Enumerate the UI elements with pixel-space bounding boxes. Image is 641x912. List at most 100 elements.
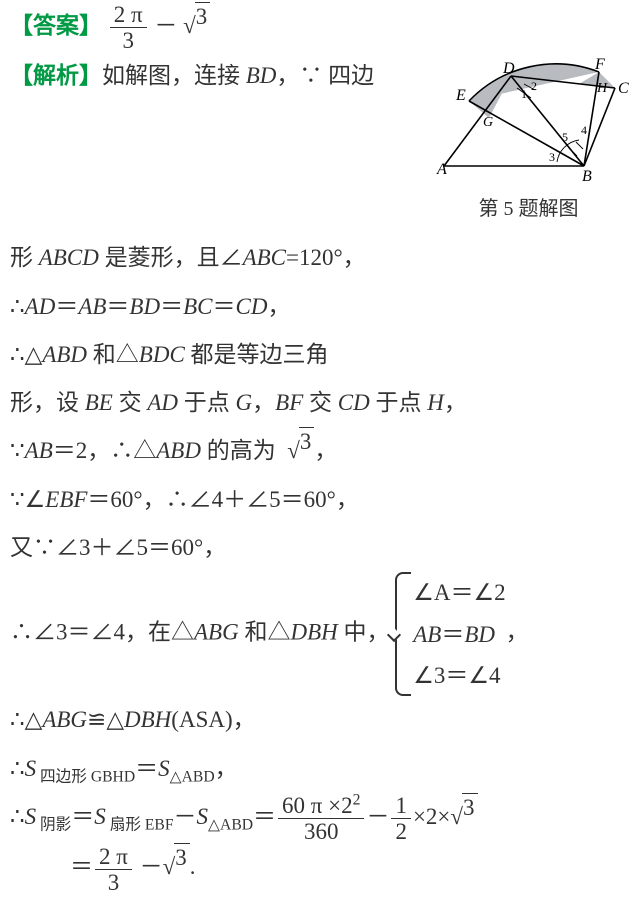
line5: 形，设 BE 交 AD 于点 G，BF 交 CD 于点 H， <box>10 379 631 427</box>
t: S <box>25 804 37 829</box>
line11: ∴S 四边形 GBHD＝S△ABD， <box>10 745 631 793</box>
label-D: D <box>502 60 515 77</box>
t: ＝ <box>160 294 183 319</box>
line12: ∴S 阴影＝S 扇形 EBF－S△ABD＝ 60 π ×22 360 － 1 2… <box>10 793 631 843</box>
t: ≌△ <box>87 707 124 732</box>
t: AB <box>413 622 441 647</box>
t: ∵∠ <box>10 487 45 512</box>
t: 又∵∠3＋∠5＝60°， <box>10 535 226 560</box>
figure-svg: A B C D E F G H 1 2 3 4 5 <box>429 56 629 186</box>
t: ∴△ <box>10 707 42 732</box>
t: AB <box>25 438 53 463</box>
half-frac: 1 2 <box>391 794 411 843</box>
t: (ASA)， <box>171 707 255 732</box>
t: ， <box>267 294 290 319</box>
t: EBF <box>45 487 87 512</box>
label-B: B <box>582 168 592 185</box>
t: BDC <box>139 342 185 367</box>
label-G: G <box>483 115 493 130</box>
line13: ＝ 2 π 3 －3. <box>10 843 631 893</box>
t: △ABD <box>208 817 253 834</box>
t: △ABD <box>170 768 215 785</box>
t: ABCD <box>39 245 99 270</box>
t: 交 <box>113 390 148 415</box>
angle-2: 2 <box>531 79 537 93</box>
angle-5: 5 <box>562 130 568 144</box>
t: ∠A <box>413 580 450 605</box>
t: G <box>236 390 253 415</box>
angle-3: 3 <box>549 150 555 164</box>
minus: － <box>154 13 177 38</box>
sqrt-radicand: 3 <box>195 2 211 31</box>
t: ∴∠3＝∠4，在△ <box>10 620 194 645</box>
t: 扇形 EBF <box>106 817 174 834</box>
t: 中， <box>338 620 390 645</box>
line4: ∴△ABD 和△BDC 都是等边三角 <box>10 331 631 379</box>
t: ABD <box>42 342 87 367</box>
t: 形 <box>10 245 39 270</box>
line6: ∵AB＝2，∴△ABD 的高为 3， <box>10 427 631 475</box>
sqrt3b: 3 <box>450 793 477 841</box>
t: ， <box>314 438 337 463</box>
line7: ∵∠EBF＝60°，∴∠4＋∠5＝60°， <box>10 476 631 524</box>
t: ， <box>252 390 275 415</box>
label-H: H <box>596 81 608 96</box>
t: － <box>174 804 197 829</box>
t: ∴ <box>10 756 25 781</box>
answer-sqrt: 3 <box>183 2 210 50</box>
t: 2 <box>391 818 411 843</box>
t: ＝ <box>135 756 158 781</box>
t: 和△ <box>87 342 139 367</box>
t: ∴△ <box>10 342 42 367</box>
rad: 3 <box>299 427 315 456</box>
t: ＝ <box>253 804 276 829</box>
t-l1a: 如解图，连接 <box>102 63 246 88</box>
t: . <box>190 854 196 879</box>
t: ， <box>506 620 529 645</box>
t: =120°， <box>286 245 366 270</box>
t: ， <box>215 756 238 781</box>
t: 是菱形，且∠ <box>99 245 243 270</box>
t: 3 <box>95 869 132 894</box>
label-E: E <box>455 87 466 104</box>
t: 60 π ×2 <box>282 793 353 818</box>
t: － <box>134 854 163 879</box>
t: ∵ <box>10 438 25 463</box>
line2: 形 ABCD 是菱形，且∠ABC=120°， <box>10 234 631 282</box>
answer-fraction: 2 π 3 <box>110 3 147 52</box>
t: 1 <box>391 794 411 818</box>
t: ＝ <box>441 622 464 647</box>
t: 的高为 <box>201 438 282 463</box>
t: ＝ <box>55 294 78 319</box>
t: ∠3＝∠4 <box>413 663 500 688</box>
t: BD <box>464 622 495 647</box>
answer-label: 【答案】 <box>10 13 102 38</box>
label-A: A <box>436 161 447 178</box>
t: S <box>197 804 209 829</box>
t-l1b: BD <box>246 63 277 88</box>
t: ×2× <box>413 804 450 829</box>
t: ABG <box>194 620 239 645</box>
big-frac: 60 π ×22 360 <box>278 794 364 843</box>
t: 交 <box>303 390 338 415</box>
t: S <box>94 804 106 829</box>
t: ＝∠2 <box>450 580 505 605</box>
line10: ∴△ABG≌△DBH(ASA)， <box>10 696 631 744</box>
t: 都是等边三角 <box>185 342 329 367</box>
frac-num: 2 π <box>110 3 147 27</box>
t: S <box>158 756 170 781</box>
t: 阴影 <box>36 817 71 834</box>
label-C: C <box>618 80 629 97</box>
line8: 又∵∠3＋∠5＝60°， <box>10 524 631 572</box>
line3: ∴AD＝AB＝BD＝BC＝CD， <box>10 283 631 331</box>
label-F: F <box>594 56 605 73</box>
t: 和△ <box>239 620 291 645</box>
angle-4: 4 <box>581 123 587 137</box>
sqrt3c: 3 <box>163 843 190 891</box>
t: ＝ <box>70 854 93 879</box>
t: ∴ <box>10 294 25 319</box>
t: AD <box>147 390 178 415</box>
t: AD <box>25 294 56 319</box>
figure-caption: 第 5 题解图 <box>426 188 631 230</box>
explain-row: A B C D E F G H 1 2 3 4 5 第 5 题解图 【解析】如解… <box>10 52 631 100</box>
